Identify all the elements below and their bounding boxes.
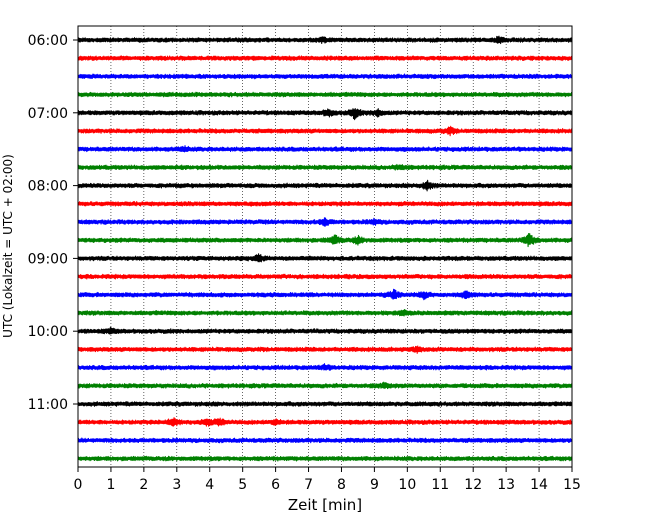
trace-1045 (77, 381, 573, 390)
x-tick-label-2: 2 (139, 477, 148, 493)
x-tick-label-15: 15 (563, 477, 581, 493)
y-tick-label-07:00: 07:00 (28, 106, 68, 122)
trace-0745 (77, 163, 573, 171)
x-tick-label-4: 4 (205, 477, 214, 493)
trace-0915 (77, 273, 573, 280)
trace-0615 (77, 55, 573, 62)
plot-frame (77, 25, 573, 468)
x-tick-label-8: 8 (337, 477, 346, 493)
y-tick-label-06:00: 06:00 (28, 33, 68, 49)
x-tick-label-6: 6 (271, 477, 280, 493)
x-tick-label-7: 7 (304, 477, 313, 493)
trace-0930 (77, 288, 573, 301)
trace-0815 (77, 200, 573, 207)
trace-0845 (77, 232, 573, 248)
x-tick-label-10: 10 (398, 477, 416, 493)
seismic-traces (77, 35, 573, 462)
trace-0945 (77, 309, 573, 317)
trace-1030 (77, 363, 573, 371)
x-tick-label-12: 12 (464, 477, 482, 493)
x-tick-label-5: 5 (238, 477, 247, 493)
trace-1145 (77, 455, 573, 462)
trace-1100 (77, 401, 573, 407)
x-tick-label-13: 13 (497, 477, 515, 493)
x-tick-label-11: 11 (431, 477, 449, 493)
trace-1000 (77, 326, 573, 335)
trace-1015 (77, 345, 573, 354)
x-tick-label-0: 0 (74, 477, 83, 493)
trace-0900 (77, 253, 573, 263)
trace-0700 (77, 107, 573, 121)
trace-1130 (77, 437, 573, 444)
trace-0645 (77, 91, 573, 98)
x-tick-label-14: 14 (530, 477, 548, 493)
trace-0800 (77, 179, 573, 192)
y-tick-label-08:00: 08:00 (28, 179, 68, 195)
trace-0830 (77, 217, 573, 227)
trace-0630 (77, 73, 573, 80)
trace-0730 (77, 145, 573, 153)
y-tick-label-10:00: 10:00 (28, 324, 68, 340)
x-tick-label-3: 3 (172, 477, 181, 493)
trace-1115 (77, 417, 573, 427)
y-axis-ticks: 06:00 07:00 08:00 09:00 10:00 11:00 (28, 33, 78, 413)
x-axis-label: Zeit [min] (288, 496, 362, 514)
y-tick-label-09:00: 09:00 (28, 251, 68, 267)
x-axis-ticks: 0 1 2 3 4 5 6 7 8 9 10 11 12 13 14 15 (74, 467, 581, 493)
trace-0600 (77, 35, 573, 45)
y-axis-label: UTC (Lokalzeit = UTC + 02:00) (1, 154, 15, 338)
x-tick-label-9: 9 (370, 477, 379, 493)
y-tick-label-11:00: 11:00 (28, 397, 68, 413)
x-tick-label-1: 1 (106, 477, 115, 493)
trace-0715 (77, 125, 573, 137)
